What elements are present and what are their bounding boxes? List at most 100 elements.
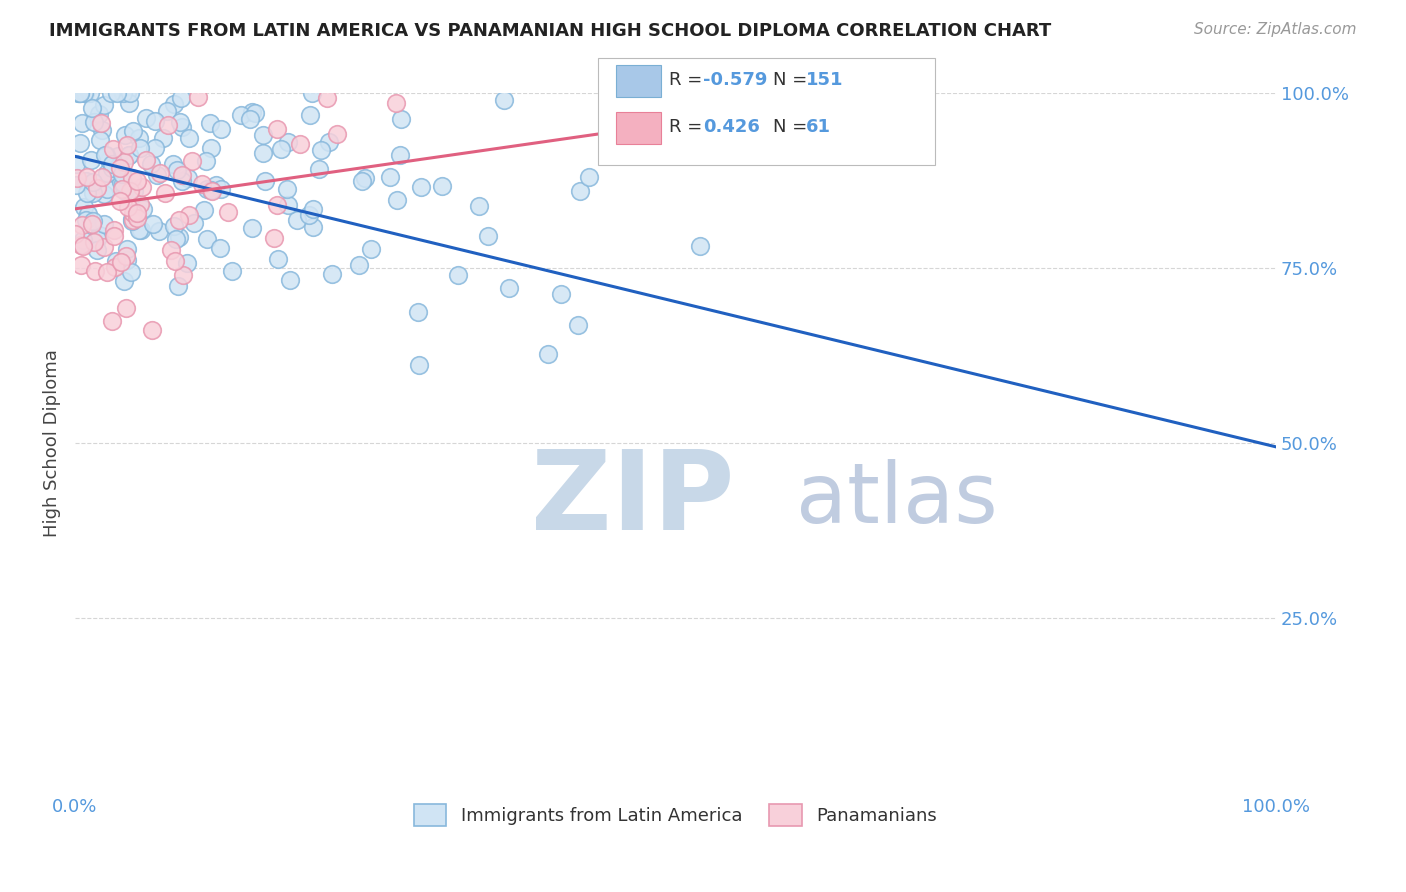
Point (103, 142, 125, 156)
Point (117, 87, 139, 101)
Point (122, 206, 145, 220)
Point (86, 232, 108, 246)
Text: Source: ZipAtlas.com: Source: ZipAtlas.com (1194, 22, 1357, 37)
Point (120, 87, 142, 101)
Point (122, 123, 145, 137)
Point (112, 176, 135, 190)
Point (111, 167, 134, 181)
Point (114, 301, 136, 315)
Point (118, 96, 141, 111)
Text: R =: R = (669, 71, 709, 89)
Point (276, 181, 298, 195)
Point (302, 219, 325, 234)
Text: IMMIGRANTS FROM LATIN AMERICA VS PANAMANIAN HIGH SCHOOL DIPLOMA CORRELATION CHAR: IMMIGRANTS FROM LATIN AMERICA VS PANAMAN… (49, 22, 1052, 40)
Point (66, 87, 89, 101)
Point (96, 148, 118, 162)
Point (167, 213, 190, 227)
Point (117, 200, 139, 214)
Point (118, 148, 141, 162)
Point (309, 143, 332, 157)
Text: N =: N = (773, 71, 813, 89)
Point (388, 148, 411, 162)
Point (298, 108, 321, 122)
Point (91, 122, 114, 136)
Text: 151: 151 (806, 71, 844, 89)
Point (325, 128, 347, 142)
Point (288, 136, 311, 151)
Point (176, 256, 198, 270)
Point (446, 268, 468, 282)
Point (127, 206, 149, 220)
Point (89, 107, 111, 121)
Point (100, 314, 122, 328)
Point (115, 137, 138, 152)
Point (73, 87, 96, 101)
Point (252, 128, 274, 143)
Point (200, 141, 222, 155)
Point (98, 153, 121, 167)
Point (76, 186, 98, 200)
Point (112, 155, 135, 169)
Point (492, 93, 515, 107)
Point (166, 163, 188, 178)
Point (318, 135, 340, 149)
Point (180, 154, 202, 169)
Point (72, 200, 94, 214)
Point (385, 193, 408, 207)
Point (568, 184, 591, 198)
Point (82, 186, 104, 200)
Point (115, 243, 138, 257)
Point (89, 133, 111, 147)
Legend: Immigrants from Latin America, Panamanians: Immigrants from Latin America, Panamania… (406, 797, 945, 833)
Point (69, 87, 91, 101)
Point (77, 207, 100, 221)
Point (93, 217, 115, 231)
Point (103, 223, 125, 237)
Point (67, 87, 90, 101)
Point (70, 237, 93, 252)
Point (86, 244, 108, 258)
Point (111, 87, 134, 101)
Point (177, 130, 200, 145)
Point (353, 170, 375, 185)
Point (110, 255, 132, 269)
Point (120, 264, 142, 278)
Point (66, 170, 89, 185)
Point (167, 230, 190, 244)
Point (121, 211, 143, 226)
Point (75, 173, 97, 187)
Point (127, 174, 149, 188)
Point (240, 220, 263, 235)
Point (105, 87, 128, 101)
Point (277, 198, 299, 212)
Text: ZIP: ZIP (531, 446, 735, 553)
Point (69, 136, 91, 151)
Point (408, 359, 430, 373)
Point (131, 202, 153, 216)
Point (70, 218, 93, 232)
Point (550, 287, 572, 301)
Point (191, 177, 214, 191)
Point (128, 131, 150, 145)
Point (187, 90, 209, 104)
Point (389, 112, 412, 127)
Point (84, 264, 107, 278)
Point (70, 116, 93, 130)
Point (141, 323, 163, 337)
Point (302, 202, 325, 216)
Point (165, 232, 187, 246)
Point (121, 214, 143, 228)
Point (156, 104, 179, 119)
Point (297, 208, 319, 222)
Point (321, 267, 343, 281)
Point (135, 111, 157, 125)
Point (153, 186, 176, 200)
Point (117, 252, 139, 267)
Point (217, 205, 239, 219)
Point (301, 87, 323, 101)
Point (378, 170, 401, 185)
Point (96, 181, 118, 195)
Point (129, 197, 152, 211)
Point (200, 183, 222, 197)
Point (107, 149, 129, 163)
